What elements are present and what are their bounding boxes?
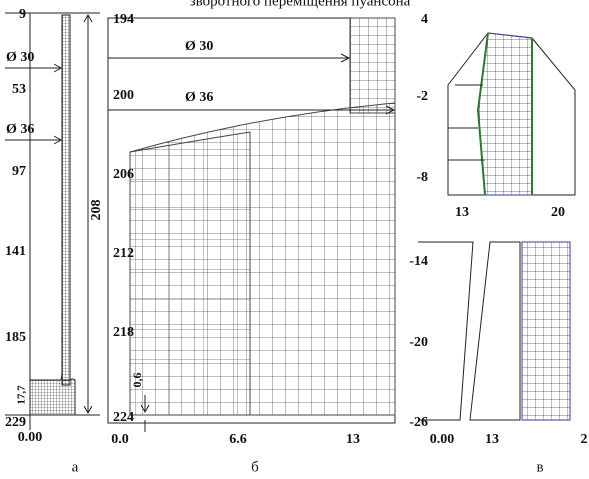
y-label: 141 (5, 244, 26, 259)
panel-b-drawing (107, 17, 396, 432)
caption: в (536, 459, 543, 475)
caption: а (72, 459, 79, 475)
y-label: 97 (12, 164, 26, 179)
panel-c-drawing (418, 32, 576, 421)
length-label: 208 (89, 200, 104, 221)
diameter-label: Ø 36 (185, 90, 213, 105)
y-label: 185 (5, 330, 26, 345)
inset-x-label: 13 (455, 205, 469, 220)
y-label: 212 (113, 246, 134, 261)
y-label: -14 (409, 254, 428, 269)
x-label: 6.6 (229, 432, 247, 447)
x-label: 0.00 (430, 432, 455, 447)
x-label: 0.00 (18, 430, 43, 445)
x-label: 13 (485, 432, 499, 447)
top-caption: зворотного переміщення пуансона (190, 0, 411, 9)
y-label: 200 (113, 88, 134, 103)
y-label: 229 (5, 415, 26, 430)
y-label: 206 (113, 167, 134, 182)
y-label: -2 (416, 89, 428, 104)
x-label: 0.0 (111, 432, 129, 447)
gap-label: 0,6 (130, 373, 144, 388)
inset-x-label: 20 (551, 205, 565, 220)
panel-a-drawing (5, 12, 100, 430)
y-label: -8 (416, 170, 428, 185)
caption: б (251, 459, 259, 475)
x-label: 13 (346, 432, 360, 447)
x-label: 2 (581, 432, 588, 447)
y-label: 53 (12, 82, 26, 97)
y-label: 194 (113, 12, 134, 27)
y-label: 218 (113, 325, 134, 340)
y-label: 4 (421, 12, 428, 27)
diameter-label: Ø 30 (185, 39, 213, 54)
y-label: -26 (409, 415, 428, 430)
y-label: 224 (113, 410, 134, 425)
y-label: -20 (409, 335, 428, 350)
fillet-label: 17,7 (16, 385, 28, 405)
diameter-label: Ø 30 (6, 50, 34, 65)
diameter-label: Ø 36 (6, 122, 34, 137)
y-label: 9 (19, 7, 26, 22)
